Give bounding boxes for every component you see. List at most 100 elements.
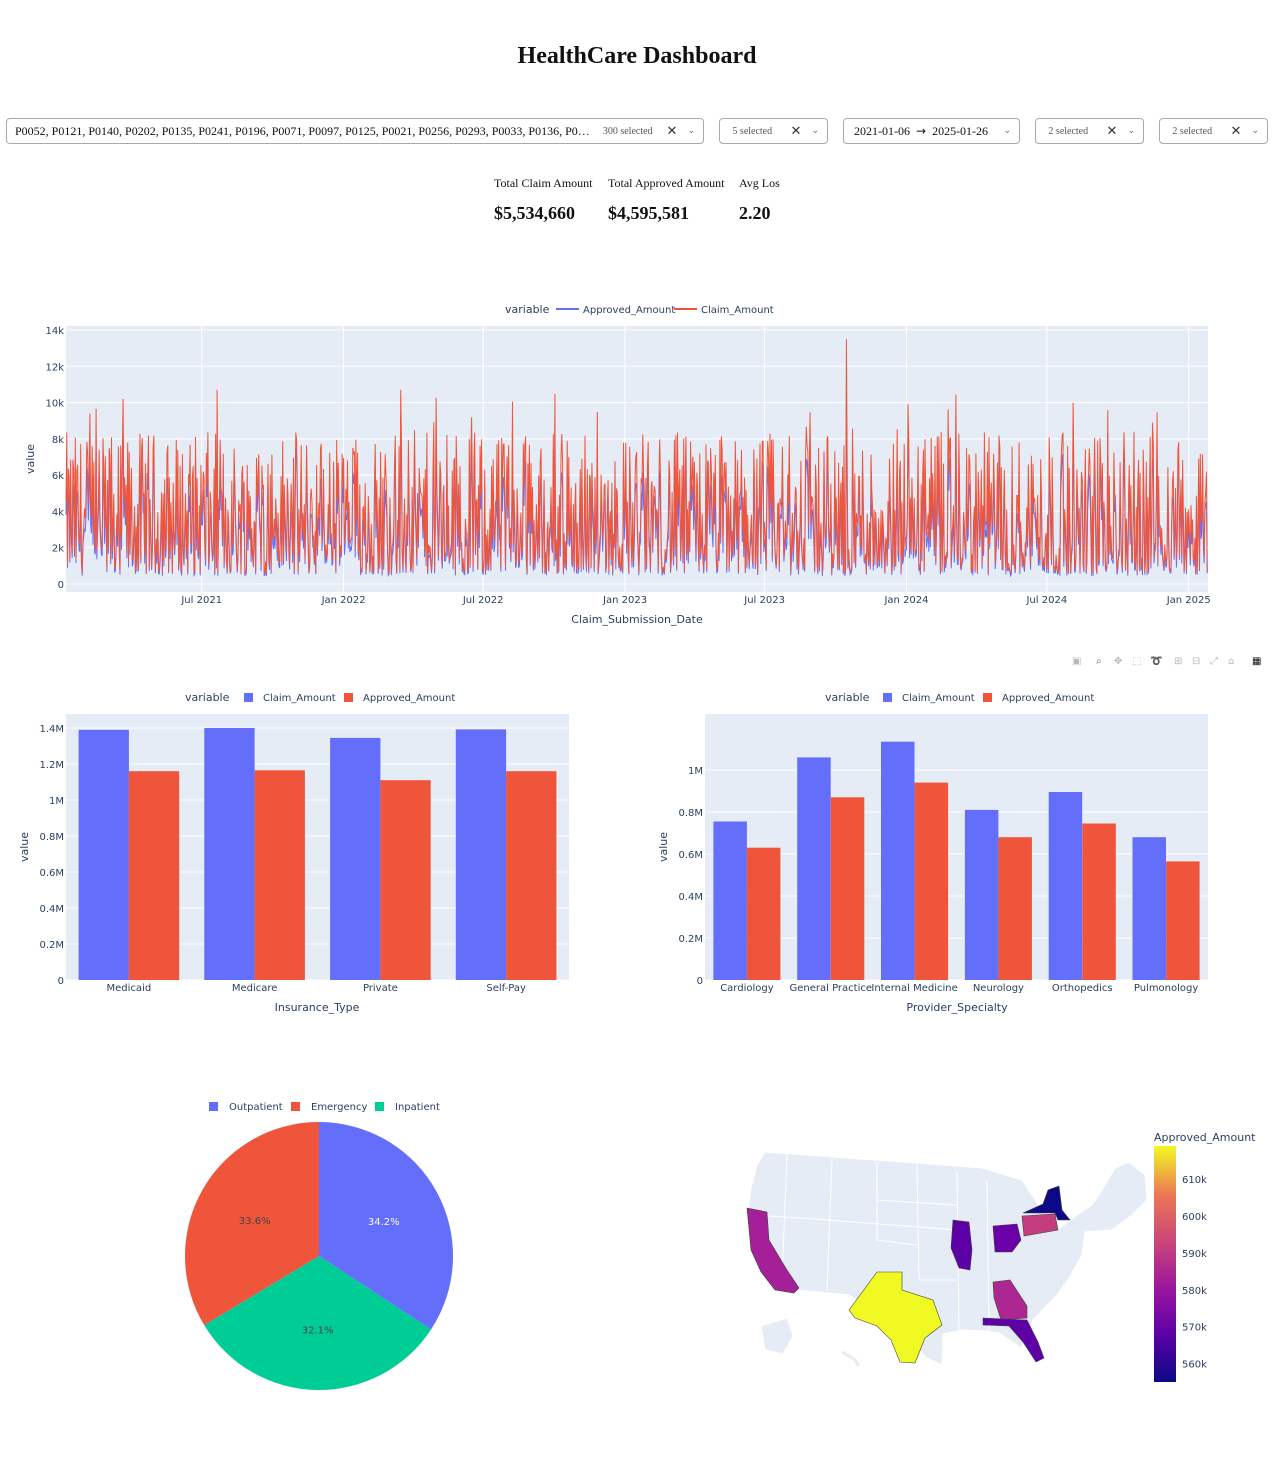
legend-label-claim: Claim_Amount [701, 305, 774, 316]
pie-value-label: 33.6% [239, 1216, 271, 1227]
y-axis-label: value [18, 832, 31, 862]
colorbar: Approved_Amount 560k 570k 580k 590k 600k 610k [1154, 1131, 1256, 1382]
colorbar-tick-label: 590k [1182, 1249, 1207, 1260]
x-axis-label: Insurance_Type [275, 1001, 360, 1014]
kpi-total-claim: Total Claim Amount $5,534,660 [494, 176, 593, 224]
y-tick-label: 0.8M [678, 808, 703, 819]
kpi-value: $5,534,660 [494, 203, 575, 223]
plotly-logo-icon[interactable]: ▦ [1252, 656, 1262, 667]
filter-dropdown-5[interactable]: 2 selected ✕ ⌄ [1159, 118, 1268, 144]
y-tick-label: 2k [52, 544, 64, 555]
zoom-in-icon[interactable]: ⊞ [1174, 656, 1183, 667]
bar-approved-amount[interactable] [128, 771, 180, 980]
x-tick-label: Jul 2022 [462, 595, 504, 606]
colorbar-title: Approved_Amount [1154, 1131, 1256, 1144]
box-select-icon[interactable]: ⬚ [1132, 656, 1142, 667]
x-tick-label: Jan 2024 [883, 595, 928, 606]
x-tick-label: Orthopedics [1052, 983, 1113, 994]
chevron-down-icon[interactable]: ⌄ [1127, 126, 1135, 136]
state-pennsylvania [1021, 1213, 1059, 1237]
pie-chart: Outpatient Emergency Inpatient 34.2% 32.1… [185, 1102, 453, 1390]
autoscale-icon[interactable]: ⤢ [1210, 656, 1218, 667]
x-tick-label: Jan 2022 [321, 595, 366, 606]
kpi-label: Avg Los [739, 176, 780, 190]
chevron-down-icon[interactable]: ⌄ [1251, 126, 1259, 136]
pie-slice-outpatient[interactable] [319, 1122, 453, 1330]
kpi-value: 2.20 [739, 203, 771, 223]
filter-dropdown-4[interactable]: 2 selected ✕ ⌄ [1035, 118, 1144, 144]
bar-claim-amount[interactable] [713, 821, 747, 981]
chevron-down-icon[interactable]: ⌄ [811, 126, 819, 136]
bar1-legend: variable Claim_Amount Approved_Amount [185, 691, 455, 704]
bar-claim-amount[interactable] [1132, 837, 1167, 980]
bar-approved-amount[interactable] [380, 780, 431, 980]
end-date-input[interactable]: 2025-01-26 [932, 123, 989, 138]
start-date-input[interactable]: 2021-01-06 [854, 123, 910, 138]
bar-approved-amount[interactable] [506, 771, 557, 980]
zoom-out-icon[interactable]: ⊟ [1192, 656, 1201, 667]
filter-2-count: 5 selected [732, 125, 773, 137]
y-tick-label: 0 [58, 976, 64, 987]
bar-claim-amount[interactable] [330, 737, 381, 980]
x-tick-label: Private [363, 983, 398, 994]
pan-icon[interactable]: ✥ [1114, 656, 1123, 667]
bar-claim-amount[interactable] [78, 729, 129, 980]
bar-claim-amount[interactable] [455, 729, 507, 980]
us-mainland-outline [746, 1151, 1148, 1366]
chevron-down-icon[interactable]: ⌄ [687, 126, 695, 136]
legend-swatch-emergency [291, 1102, 300, 1111]
colorbar-tick-label: 570k [1182, 1323, 1207, 1334]
state-texas [848, 1271, 943, 1364]
patient-filter-count: 300 selected [602, 125, 653, 137]
bar-claim-amount[interactable] [964, 809, 999, 980]
bar-claim-amount[interactable] [1048, 792, 1083, 980]
clear-icon[interactable]: ✕ [790, 123, 802, 139]
bar-claim-amount[interactable] [881, 741, 915, 980]
bar-approved-amount[interactable] [254, 770, 305, 980]
legend-swatch-approved [983, 693, 992, 702]
legend-label-outpatient: Outpatient [229, 1102, 283, 1113]
state-alaska [760, 1317, 794, 1355]
y-tick-label: 6k [52, 471, 64, 482]
camera-icon[interactable]: ▣ [1072, 656, 1082, 667]
filter-5-count: 2 selected [1172, 125, 1213, 137]
bar-approved-amount[interactable] [830, 797, 865, 980]
clear-icon[interactable]: ✕ [666, 123, 678, 139]
zoom-icon[interactable]: ⌕ [1096, 656, 1102, 667]
legend-label-claim: Claim_Amount [902, 693, 975, 704]
date-range-picker[interactable]: 2021-01-06 → 2025-01-26 ⌄ [843, 118, 1020, 144]
y-tick-label: 1M [49, 796, 64, 807]
legend-label-approved: Approved_Amount [583, 305, 675, 316]
bar-approved-amount[interactable] [746, 847, 781, 980]
filter-dropdown-2[interactable]: 5 selected ✕ ⌄ [719, 118, 828, 144]
clear-icon[interactable]: ✕ [1106, 123, 1118, 139]
state-florida [982, 1317, 1045, 1363]
plot-area[interactable] [705, 714, 1208, 980]
page-title: HealthCare Dashboard [517, 43, 757, 69]
y-tick-label: 12k [45, 362, 64, 373]
clear-icon[interactable]: ✕ [1230, 123, 1242, 139]
reset-axes-icon[interactable]: ⌂ [1228, 656, 1235, 667]
arrow-right-icon: → [916, 124, 927, 138]
bar-approved-amount[interactable] [1166, 861, 1200, 980]
bar-approved-amount[interactable] [914, 782, 949, 980]
us-map[interactable] [746, 1151, 1148, 1367]
bar-approved-amount[interactable] [998, 837, 1032, 980]
chevron-down-icon[interactable]: ⌄ [1003, 126, 1011, 136]
kpi-value: $4,595,581 [608, 203, 689, 223]
patient-filter-dropdown[interactable]: P0052, P0121, P0140, P0202, P0135, P0241… [6, 118, 704, 144]
lasso-icon[interactable]: ➰ [1150, 656, 1163, 667]
x-tick-label: Pulmonology [1134, 983, 1199, 994]
bar-approved-amount[interactable] [1082, 823, 1116, 981]
state-new-york [1022, 1185, 1071, 1221]
x-tick-label: General Practice [789, 983, 872, 994]
x-tick-label: Internal Medicine [871, 983, 957, 994]
bar-chart-insurance: variable Claim_Amount Approved_Amount 0 0… [18, 691, 569, 1014]
bar-claim-amount[interactable] [204, 728, 255, 980]
legend-swatch-claim [244, 693, 253, 702]
y-axis-label: value [24, 444, 37, 474]
legend-swatch-inpatient [375, 1102, 384, 1111]
bar-claim-amount[interactable] [797, 757, 831, 980]
pie-slice-inpatient[interactable] [204, 1256, 432, 1390]
pie-slice-emergency[interactable] [185, 1122, 319, 1326]
